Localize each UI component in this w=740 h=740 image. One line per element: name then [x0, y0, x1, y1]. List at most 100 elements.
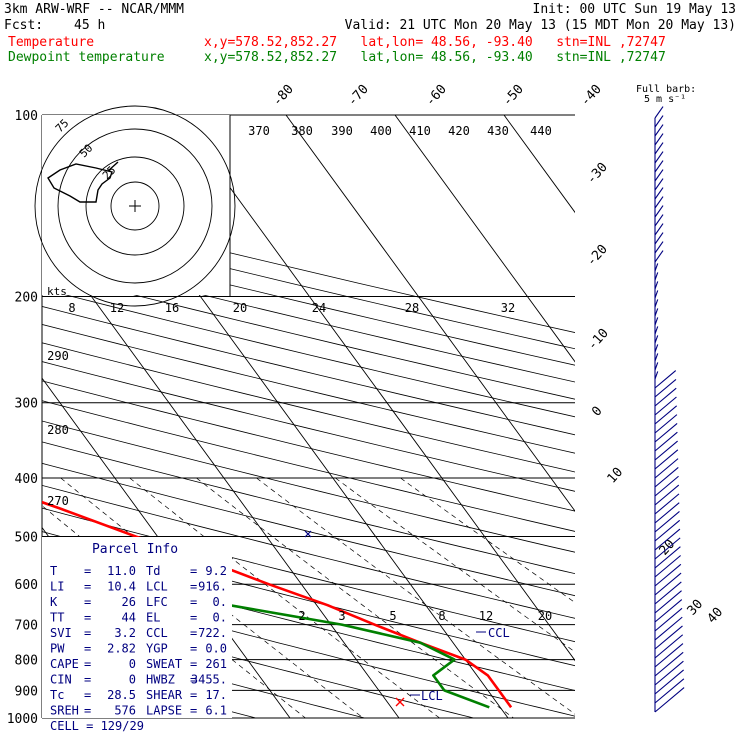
pressure-tick-label: 900	[15, 684, 38, 699]
isotherm-label: -10	[585, 326, 612, 353]
wind-barb	[654, 370, 677, 389]
wind-barb	[654, 599, 683, 623]
wind-barb	[654, 178, 664, 191]
mixing-ratio-label: 3	[338, 609, 345, 623]
hodograph-speed-label: 12	[110, 301, 124, 315]
wind-barb	[654, 422, 678, 443]
dry-adiabat	[42, 323, 575, 454]
isotherm-label: 40	[705, 605, 727, 627]
parcel-param-eq: =	[84, 704, 91, 718]
parcel-param-value: 576	[114, 704, 136, 718]
dewpoint-trace	[42, 575, 490, 709]
parcel-param-value: 0	[129, 673, 136, 687]
wind-barb	[654, 115, 664, 128]
model-title: 3km ARW-WRF -- NCAR/MMM	[4, 2, 185, 17]
wind-barb	[654, 537, 681, 560]
wind-barb	[654, 440, 678, 461]
wind-barb	[654, 546, 681, 569]
parcel-param-eq: =	[84, 611, 91, 625]
isotherm-label: -20	[584, 242, 611, 269]
parcel-param-eq: =	[190, 673, 197, 687]
parcel-param-value: 261	[205, 657, 227, 671]
wind-barb	[654, 387, 677, 407]
parcel-param-name: Td	[146, 564, 160, 578]
wind-barb	[654, 160, 664, 173]
temperature-legend: Temperature	[8, 35, 95, 50]
wind-barb	[654, 484, 680, 506]
parcel-param-eq: =	[190, 611, 197, 625]
parcel-param-name: LI	[50, 580, 64, 594]
parcel-param-value: 0.	[213, 595, 227, 609]
hodograph-ring	[57, 128, 213, 284]
hodograph-speed-label: 8	[68, 301, 75, 315]
parcel-param-value: 0	[129, 657, 136, 671]
dry-adiabat	[42, 484, 575, 619]
dry-adiabat	[42, 507, 575, 643]
parcel-param-eq: =	[190, 626, 197, 640]
theta-label: 400	[370, 124, 392, 138]
dry-adiabat	[42, 271, 575, 400]
wind-barb	[654, 669, 684, 695]
parcel-start-mark	[395, 697, 405, 707]
parcel-param-value: 17.	[205, 688, 227, 702]
isotherm-label: -80	[270, 82, 297, 109]
parcel-param-name: LFC	[146, 595, 168, 609]
parcel-info-background	[42, 537, 232, 718]
parcel-param-name: CIN	[50, 673, 72, 687]
wind-barb	[654, 187, 664, 200]
wind-barb	[654, 502, 680, 524]
dry-adiabat	[42, 306, 575, 436]
parcel-param-name: K	[50, 595, 58, 609]
parcel-param-name: CCL	[146, 626, 168, 640]
wind-barb	[654, 607, 683, 632]
parcel-param-eq: =	[84, 673, 91, 687]
wind-barb	[654, 431, 678, 452]
wind-barb	[654, 414, 678, 434]
pressure-tick-label: 600	[15, 578, 38, 593]
wind-barb	[654, 634, 684, 659]
isotherm-label: -50	[500, 82, 527, 109]
hodograph-speed-label: 24	[312, 301, 326, 315]
pressure-tick-label: 200	[15, 291, 38, 306]
parcel-param-name: SHEAR	[146, 688, 183, 702]
dry-adiabat	[42, 288, 575, 418]
isotherm	[176, 115, 575, 662]
isotherm-label: 0	[589, 404, 605, 420]
parcel-param-name: PW	[50, 642, 65, 656]
isotherm-label: -70	[345, 82, 372, 109]
temperature-location: x,y=578.52,852.27 lat,lon= 48.56, -93.40…	[204, 35, 666, 50]
wind-barb	[654, 142, 664, 155]
theta-label: 390	[331, 124, 353, 138]
wind-barb	[654, 405, 678, 425]
dewpoint-legend: Dewpoint temperature	[8, 50, 165, 65]
parcel-param-eq: =	[84, 642, 91, 656]
hodograph-ring	[110, 181, 160, 231]
hodograph-speed-label: 28	[405, 301, 419, 315]
wind-barb	[654, 106, 664, 119]
parcel-param-value: 6.1	[205, 704, 227, 718]
wind-barb	[654, 223, 664, 236]
theta-label: 430	[487, 124, 509, 138]
parcel-param-eq: =	[84, 688, 91, 702]
wind-barb	[654, 581, 682, 605]
wind-barb	[654, 232, 664, 245]
theta-label: 370	[248, 124, 270, 138]
ccl-label: CCL	[488, 626, 510, 640]
isotherm	[42, 227, 400, 718]
isotherm-label: 10	[605, 465, 627, 487]
parcel-param-value: 3455.	[191, 673, 227, 687]
parcel-param-value: 916.	[198, 580, 227, 594]
parcel-param-name: LAPSE	[146, 704, 182, 718]
wind-barb	[654, 133, 664, 146]
parcel-param-eq: =	[84, 564, 91, 578]
parcel-param-value: 11.0	[107, 564, 136, 578]
barb-key: Full barb:	[636, 84, 697, 95]
pressure-tick-label: 700	[15, 619, 38, 634]
wind-barb	[654, 660, 684, 686]
dry-adiabat	[42, 238, 575, 366]
wind-barb	[654, 625, 683, 650]
parcel-param-eq: =	[190, 580, 197, 594]
parcel-param-name: LCL	[146, 580, 168, 594]
isotherm-label: -30	[584, 160, 611, 187]
